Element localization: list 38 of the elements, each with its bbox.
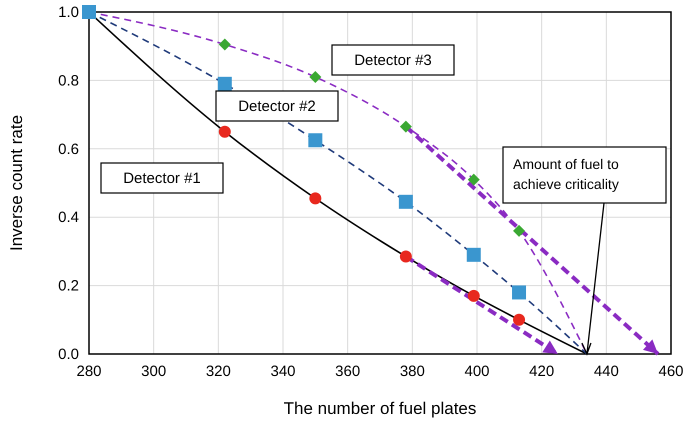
point	[513, 224, 526, 237]
x-tick-label: 440	[594, 363, 619, 380]
annotation: Amount of fuel to achieve criticality	[513, 156, 620, 192]
point	[513, 314, 526, 326]
x-tick-label: 280	[76, 363, 102, 380]
y-tick-label: 1.0	[58, 4, 79, 21]
y-axis-title: Inverse count rate	[7, 114, 26, 252]
y-tick-label: 0.2	[58, 278, 79, 295]
x-tick-label: 320	[206, 363, 231, 380]
x-tick-label: 400	[464, 363, 490, 380]
x-axis-title: The number of fuel plates	[284, 399, 476, 418]
y-tick-label: 0.4	[58, 209, 79, 226]
x-tick-label: 460	[658, 363, 684, 380]
point	[398, 194, 413, 209]
point	[466, 248, 481, 262]
point	[218, 38, 231, 50]
x-tick-label: 420	[529, 363, 554, 380]
point	[512, 285, 526, 300]
point	[468, 290, 480, 302]
x-tick-label: 300	[141, 363, 166, 380]
y-tick-label: 0.8	[58, 72, 79, 90]
x-tick-label: 340	[270, 363, 296, 380]
point	[218, 76, 232, 91]
y-tick-label: 0.6	[58, 140, 79, 158]
point	[308, 133, 322, 148]
point	[400, 250, 412, 263]
x-tick-label: 380	[400, 363, 425, 380]
point	[82, 5, 96, 19]
series-label: Detector #2	[238, 98, 316, 115]
point	[400, 120, 412, 133]
point	[309, 70, 322, 83]
y-tick-label: 0.0	[58, 346, 79, 363]
point	[218, 126, 231, 138]
text: Detector #3	[354, 52, 432, 69]
text: Detector #1	[123, 170, 201, 187]
point	[309, 192, 322, 204]
x-tick-label: 360	[335, 363, 360, 380]
point	[468, 174, 480, 186]
